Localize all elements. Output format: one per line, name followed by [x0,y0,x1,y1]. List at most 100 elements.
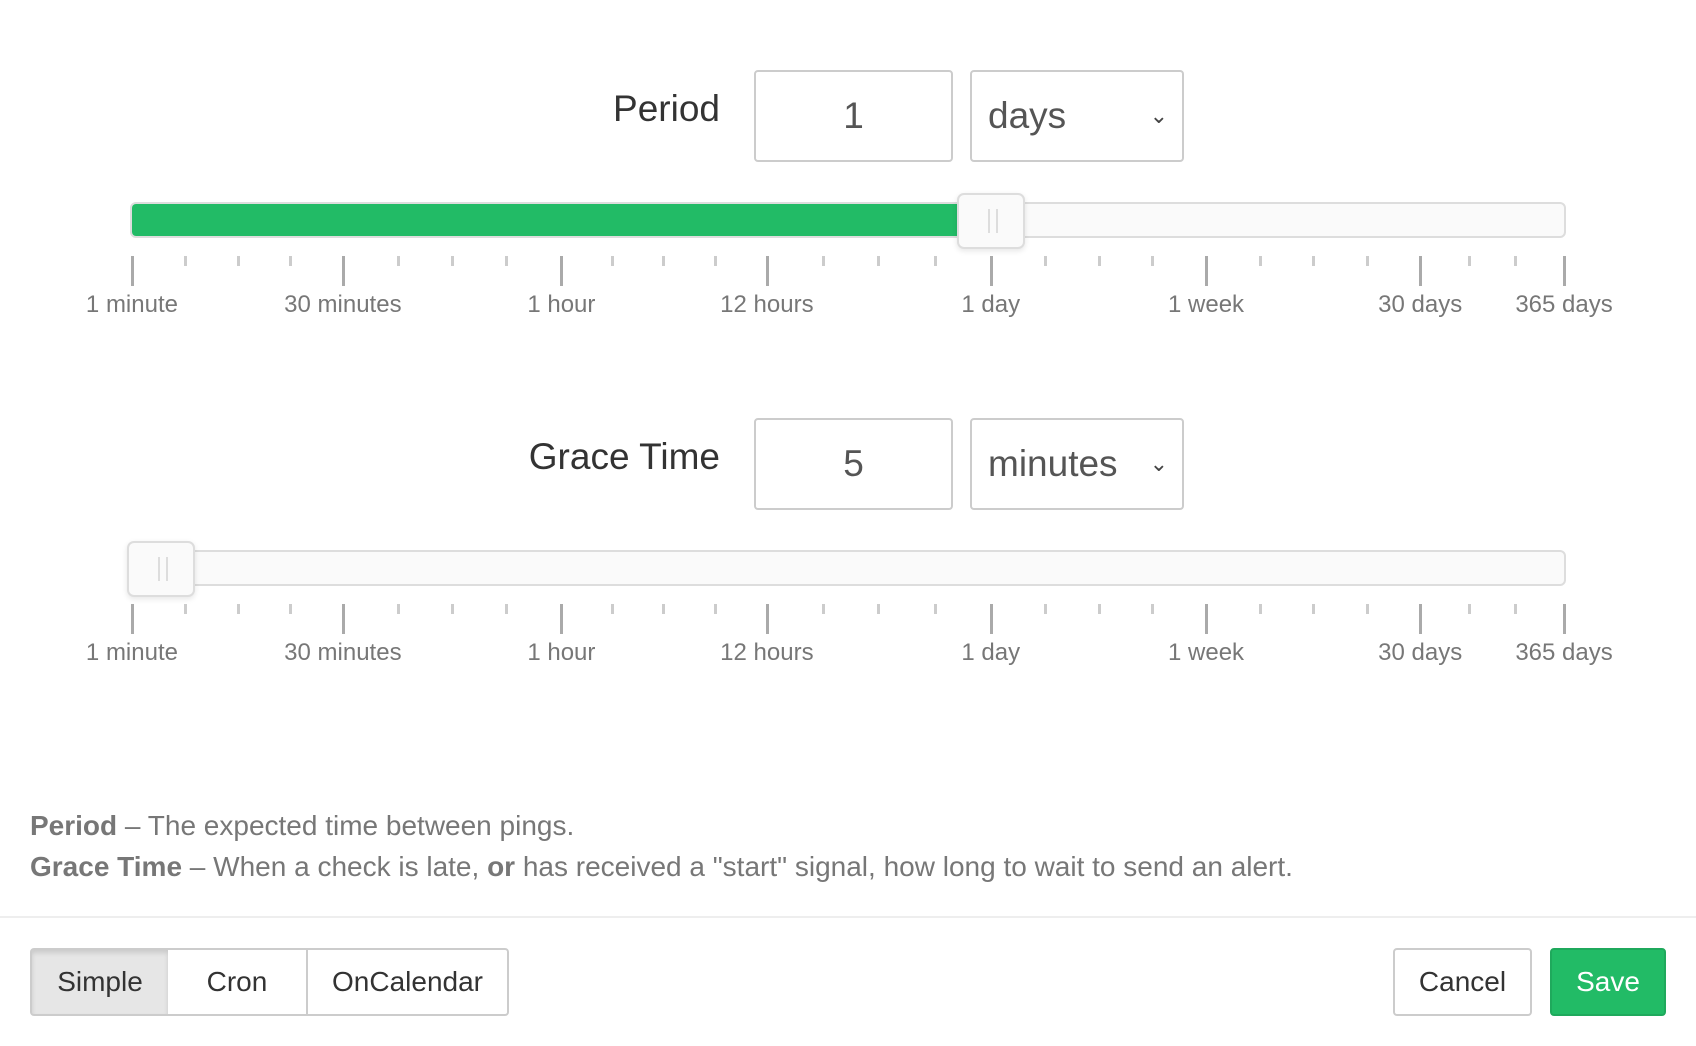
major-tick [765,256,769,286]
minor-tick [183,604,187,614]
major-tick [560,256,564,286]
grace-unit-select[interactable]: minutes ⌄ [970,418,1184,510]
grace-unit-value: minutes [988,443,1118,484]
major-tick [1419,256,1423,286]
major-tick [765,604,769,634]
tick-label: 1 hour [527,291,596,318]
minor-tick [1467,604,1471,614]
minor-tick [1259,604,1263,614]
minor-tick [288,604,292,614]
minor-tick [1150,604,1154,614]
major-tick [130,604,134,634]
grace-slider-handle[interactable] [127,541,195,597]
minor-tick [611,256,615,266]
major-tick [1419,604,1423,634]
minor-tick [1043,604,1047,614]
minor-tick [1259,256,1263,266]
chevron-down-icon: ⌄ [1149,451,1168,476]
tab-oncalendar[interactable]: OnCalendar [306,948,509,1016]
minor-tick [1312,256,1316,266]
minor-tick [1043,256,1047,266]
minor-tick [183,256,187,266]
period-slider[interactable] [130,202,1566,238]
help-or: or [487,851,516,882]
tick-label: 1 hour [527,639,596,666]
period-unit-select[interactable]: days ⌄ [970,70,1184,162]
save-button[interactable]: Save [1550,948,1666,1016]
tick-label: 12 hours [720,639,814,666]
grace-label: Grace Time [528,436,720,477]
minor-tick [397,256,401,266]
minor-tick [877,604,881,614]
minor-tick [236,256,240,266]
tab-simple[interactable]: Simple [30,948,170,1016]
tick-label: 12 hours [720,291,814,318]
tick-label: 1 minute [85,291,178,318]
tick-label: 1 day [961,639,1021,666]
minor-tick [713,256,717,266]
help-grace-term: Grace Time [30,851,183,882]
tick-label: 1 week [1167,639,1245,666]
minor-tick [662,256,666,266]
tick-label: 365 days [1515,639,1613,666]
help-period-text: – The expected time between pings. [117,810,575,841]
minor-tick [505,256,509,266]
tick-label: 1 week [1167,291,1245,318]
help-grace-text: – When a check is late, [182,851,488,882]
help-period: Period – The expected time between pings… [30,810,574,842]
tick-label: 1 minute [85,639,178,666]
cancel-button[interactable]: Cancel [1393,948,1532,1016]
period-label: Period [613,88,720,129]
tick-label: 1 day [961,291,1021,318]
minor-tick [451,256,455,266]
minor-tick [1514,604,1518,614]
minor-tick [822,604,826,614]
tick-label: 30 days [1378,291,1463,318]
minor-tick [933,256,937,266]
minor-tick [1312,604,1316,614]
major-tick [341,604,345,634]
period-input[interactable]: 1 [754,70,953,162]
period-slider-handle[interactable] [957,193,1025,249]
major-tick [989,256,993,286]
tick-label: 30 minutes [284,291,402,318]
help-grace-text2: has received a "start" signal, how long … [515,851,1293,882]
tab-cron[interactable]: Cron [168,948,308,1016]
tick-label: 30 days [1378,639,1463,666]
major-tick [989,604,993,634]
minor-tick [1366,604,1370,614]
minor-tick [1366,256,1370,266]
minor-tick [451,604,455,614]
minor-tick [713,604,717,614]
tick-label: 365 days [1515,291,1613,318]
minor-tick [288,256,292,266]
period-slider-fill [132,204,963,236]
divider [0,916,1696,918]
minor-tick [662,604,666,614]
chevron-down-icon: ⌄ [1149,103,1168,128]
tick-label: 30 minutes [284,639,402,666]
major-tick [1563,256,1567,286]
grace-slider[interactable] [130,550,1566,586]
minor-tick [1514,256,1518,266]
major-tick [1563,604,1567,634]
minor-tick [1150,256,1154,266]
major-tick [560,604,564,634]
help-period-term: Period [30,810,118,841]
major-tick [341,256,345,286]
minor-tick [236,604,240,614]
major-tick [1205,604,1209,634]
grace-input[interactable]: 5 [754,418,953,510]
minor-tick [822,256,826,266]
minor-tick [1467,256,1471,266]
minor-tick [397,604,401,614]
help-grace: Grace Time – When a check is late, or ha… [30,851,1293,883]
minor-tick [933,604,937,614]
minor-tick [611,604,615,614]
period-unit-value: days [988,95,1067,136]
minor-tick [877,256,881,266]
minor-tick [1097,256,1101,266]
minor-tick [505,604,509,614]
major-tick [130,256,134,286]
minor-tick [1097,604,1101,614]
